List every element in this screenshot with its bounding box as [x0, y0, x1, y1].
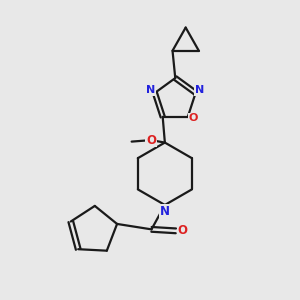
Text: N: N	[146, 85, 156, 95]
Text: O: O	[188, 113, 198, 123]
Text: N: N	[195, 85, 204, 95]
Text: O: O	[146, 134, 156, 147]
Text: N: N	[160, 205, 170, 218]
Text: O: O	[177, 224, 188, 237]
